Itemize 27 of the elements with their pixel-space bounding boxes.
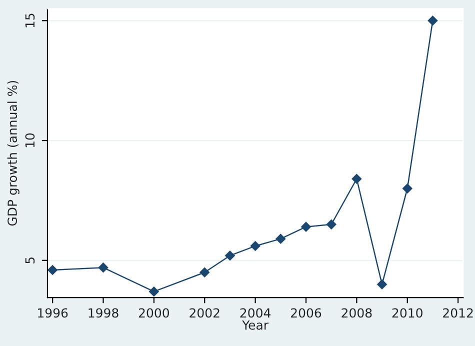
x-tick-label: 2012 [443,308,473,318]
x-tick-label: 2004 [240,308,271,318]
x-axis-title: Year [242,320,269,330]
y-tick-label: 5 [25,258,35,264]
point [377,279,387,290]
point [250,241,260,251]
point [225,250,235,261]
point [428,16,438,26]
point [326,219,336,230]
y-axis-title: GDP growth (annual %) [7,80,20,226]
x-tick-label: 2000 [138,308,170,318]
x-tick-label: 1998 [88,308,118,318]
point [352,174,362,184]
point [200,267,210,278]
point [276,234,286,244]
point [402,184,412,194]
x-tick-label: 1996 [38,308,68,318]
point [149,286,159,297]
x-tick-label: 2008 [342,308,372,318]
x-tick-label: 2010 [392,308,422,318]
point [48,265,58,275]
y-tick-label: 15 [25,14,35,28]
x-tick-label: 2006 [291,308,322,318]
y-tick-label: 10 [25,133,35,148]
point [301,222,311,232]
point [98,262,108,273]
x-tick-label: 2002 [190,308,220,318]
